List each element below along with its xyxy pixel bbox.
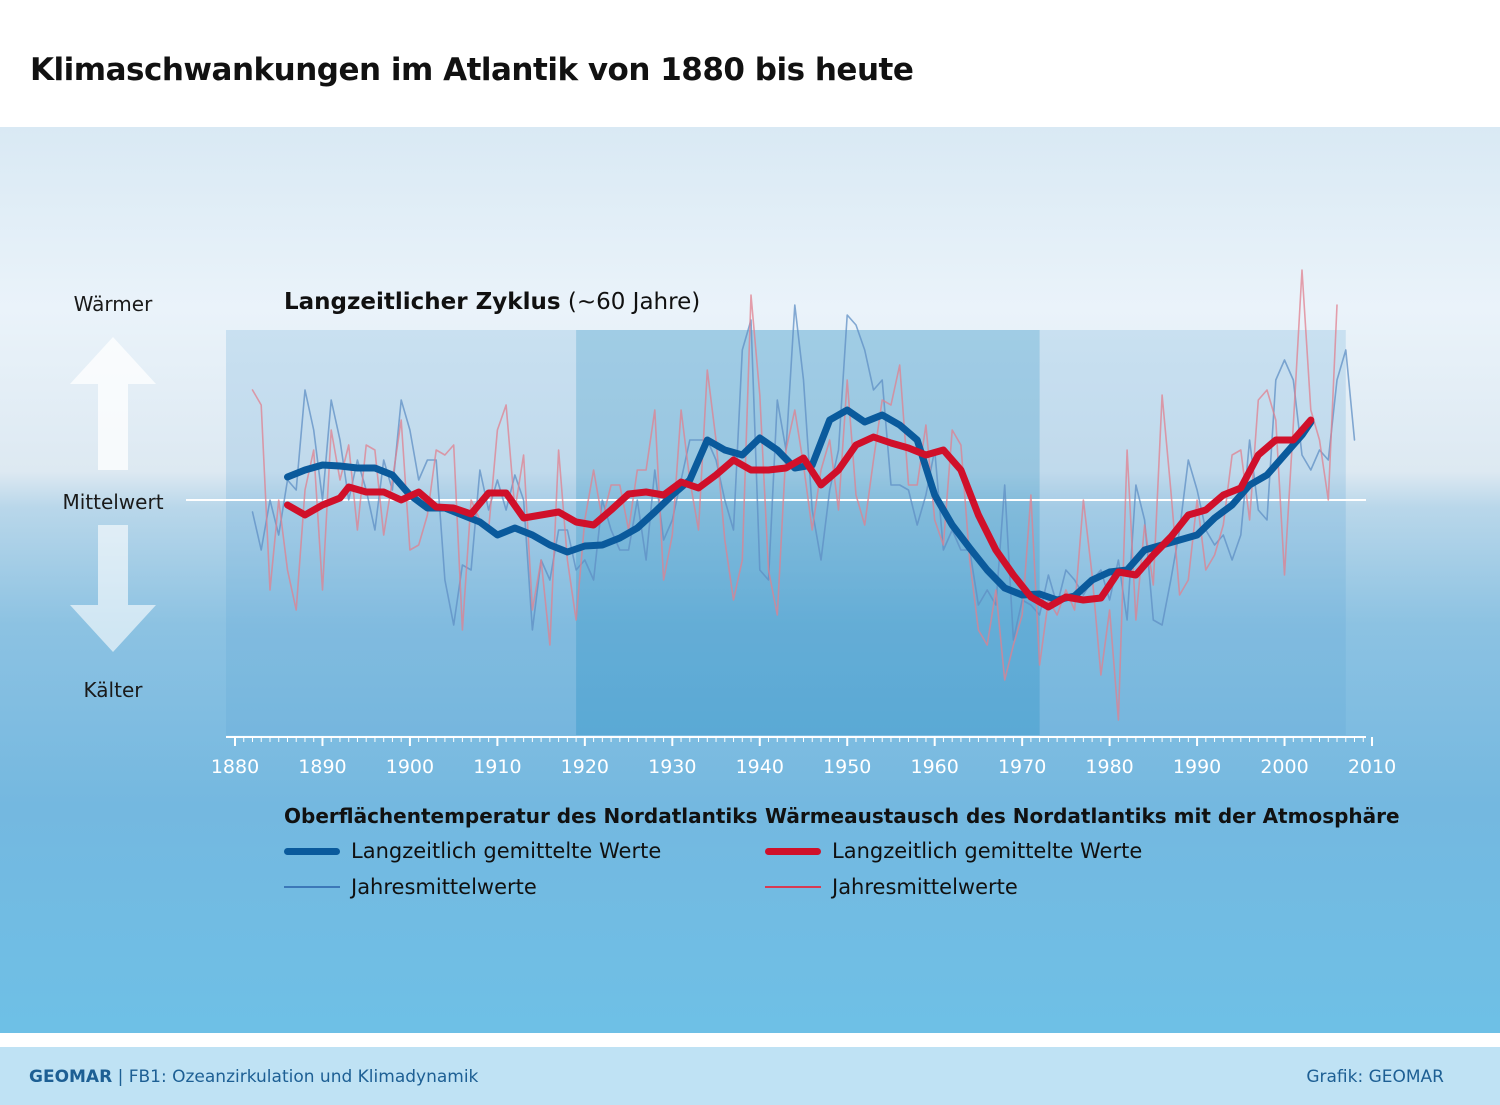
footer-department: FB1: Ozeanzirkulation und Klimadynamik [128, 1067, 479, 1087]
x-tick-label: 1880 [211, 756, 259, 778]
legend-item-red-smooth: Langzeitlich gemittelte Werte [765, 839, 1142, 863]
chart-background [0, 127, 1500, 1033]
legend-swatch-red-thick [765, 847, 821, 855]
y-label-colder: Kälter [83, 678, 143, 702]
y-label-warmer: Wärmer [73, 292, 153, 316]
header: Klimaschwankungen im Atlantik von 1880 b… [0, 0, 1500, 127]
x-tick-label: 1940 [736, 756, 784, 778]
red-annual-line [251, 269, 1338, 721]
chart-title-sub: (~60 Jahre) [567, 289, 701, 315]
blue-smooth-line [284, 406, 1315, 604]
footer [0, 1047, 1500, 1105]
blue-annual-line [251, 304, 1356, 641]
divider [0, 1033, 1500, 1047]
chart-title: Langzeitlicher Zyklus (~60 Jahre) [284, 289, 700, 315]
x-tick-label: 1910 [473, 756, 521, 778]
x-tick-label: 1970 [998, 756, 1046, 778]
chart-title-main: Langzeitlicher Zyklus [284, 289, 561, 315]
legend-item-blue-smooth: Langzeitlich gemittelte Werte [284, 839, 661, 863]
x-tick-label: 1930 [648, 756, 696, 778]
phase-band [1039, 330, 1346, 735]
footer-source: GEOMAR | FB1: Ozeanzirkulation und Klima… [29, 1067, 478, 1087]
y-label-mean: Mittelwert [62, 490, 164, 514]
x-tick-label: 2010 [1348, 756, 1396, 778]
arrow-up-icon [70, 337, 156, 470]
legend-label: Langzeitlich gemittelte Werte [351, 839, 662, 863]
footer-separator: | [112, 1067, 129, 1087]
red-smooth-line [284, 416, 1315, 611]
legend-label: Jahresmittelwerte [351, 875, 537, 899]
legend-swatch-blue-thin [284, 886, 340, 888]
x-tick-label: 1890 [298, 756, 346, 778]
x-tick-label: 1950 [823, 756, 871, 778]
footer-credit: Grafik: GEOMAR [1306, 1067, 1444, 1087]
legend-item-blue-annual: Jahresmittelwerte [284, 875, 537, 899]
legend-label: Langzeitlich gemittelte Werte [832, 839, 1143, 863]
legend-heading-red: Wärmeaustausch des Nordatlantiks mit der… [765, 804, 1400, 828]
x-tick-label: 1990 [1173, 756, 1221, 778]
phase-band [576, 330, 1040, 735]
x-tick-label: 1980 [1085, 756, 1133, 778]
legend-swatch-red-thin [765, 886, 821, 888]
warmer-colder-arrows [70, 337, 156, 652]
x-tick-label: 2000 [1260, 756, 1308, 778]
arrow-down-icon [70, 525, 156, 652]
x-tick-label: 1920 [561, 756, 609, 778]
legend-swatch-blue-thick [284, 847, 340, 855]
page-title: Klimaschwankungen im Atlantik von 1880 b… [30, 52, 914, 88]
legend-heading-blue: Oberflächentemperatur des Nordatlantiks [284, 804, 758, 828]
footer-brand: GEOMAR [29, 1067, 113, 1087]
x-tick-label: 1960 [911, 756, 959, 778]
legend-item-red-annual: Jahresmittelwerte [765, 875, 1018, 899]
x-tick-label: 1900 [386, 756, 434, 778]
legend-label: Jahresmittelwerte [832, 875, 1018, 899]
